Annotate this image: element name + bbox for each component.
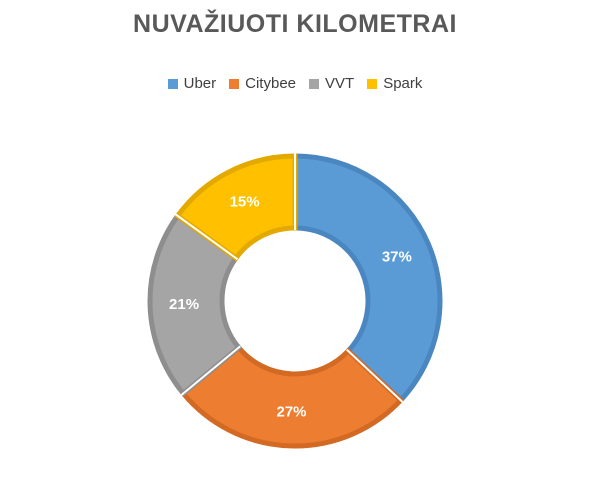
- chart-legend: Uber Citybee VVT Spark: [0, 75, 590, 92]
- slice-label-citybee: 27%: [276, 403, 306, 420]
- slice-label-uber: 37%: [382, 248, 412, 265]
- legend-item-spark: Spark: [367, 75, 422, 92]
- legend-swatch-spark: [367, 78, 378, 89]
- slice-label-vvt: 21%: [169, 296, 199, 313]
- legend-swatch-vvt: [309, 78, 319, 89]
- slice-separator: [346, 348, 404, 404]
- legend-label-vvt: VVT: [325, 75, 355, 92]
- slice-separator: [180, 345, 241, 397]
- legend-swatch-citybee: [229, 78, 240, 89]
- slice-labels: 37% 27% 21% 15%: [169, 194, 412, 421]
- chart-title: NUVAŽIUOTI KILOMETRAI: [133, 10, 457, 38]
- legend-swatch-uber: [167, 78, 178, 89]
- slice-label-spark: 15%: [230, 194, 260, 211]
- legend-label-uber: Uber: [183, 75, 217, 92]
- legend-item-uber: Uber: [167, 75, 217, 92]
- legend-label-citybee: Citybee: [245, 75, 296, 92]
- slice-uber: [292, 153, 443, 404]
- legend-label-spark: Spark: [383, 75, 423, 92]
- donut-slices: [147, 153, 443, 449]
- slice-vvt: [147, 212, 243, 397]
- slice-separator: [174, 213, 239, 261]
- legend-item-vvt: VVT: [309, 75, 354, 92]
- slice-citybee: [179, 344, 405, 449]
- legend-item-citybee: Citybee: [229, 75, 296, 92]
